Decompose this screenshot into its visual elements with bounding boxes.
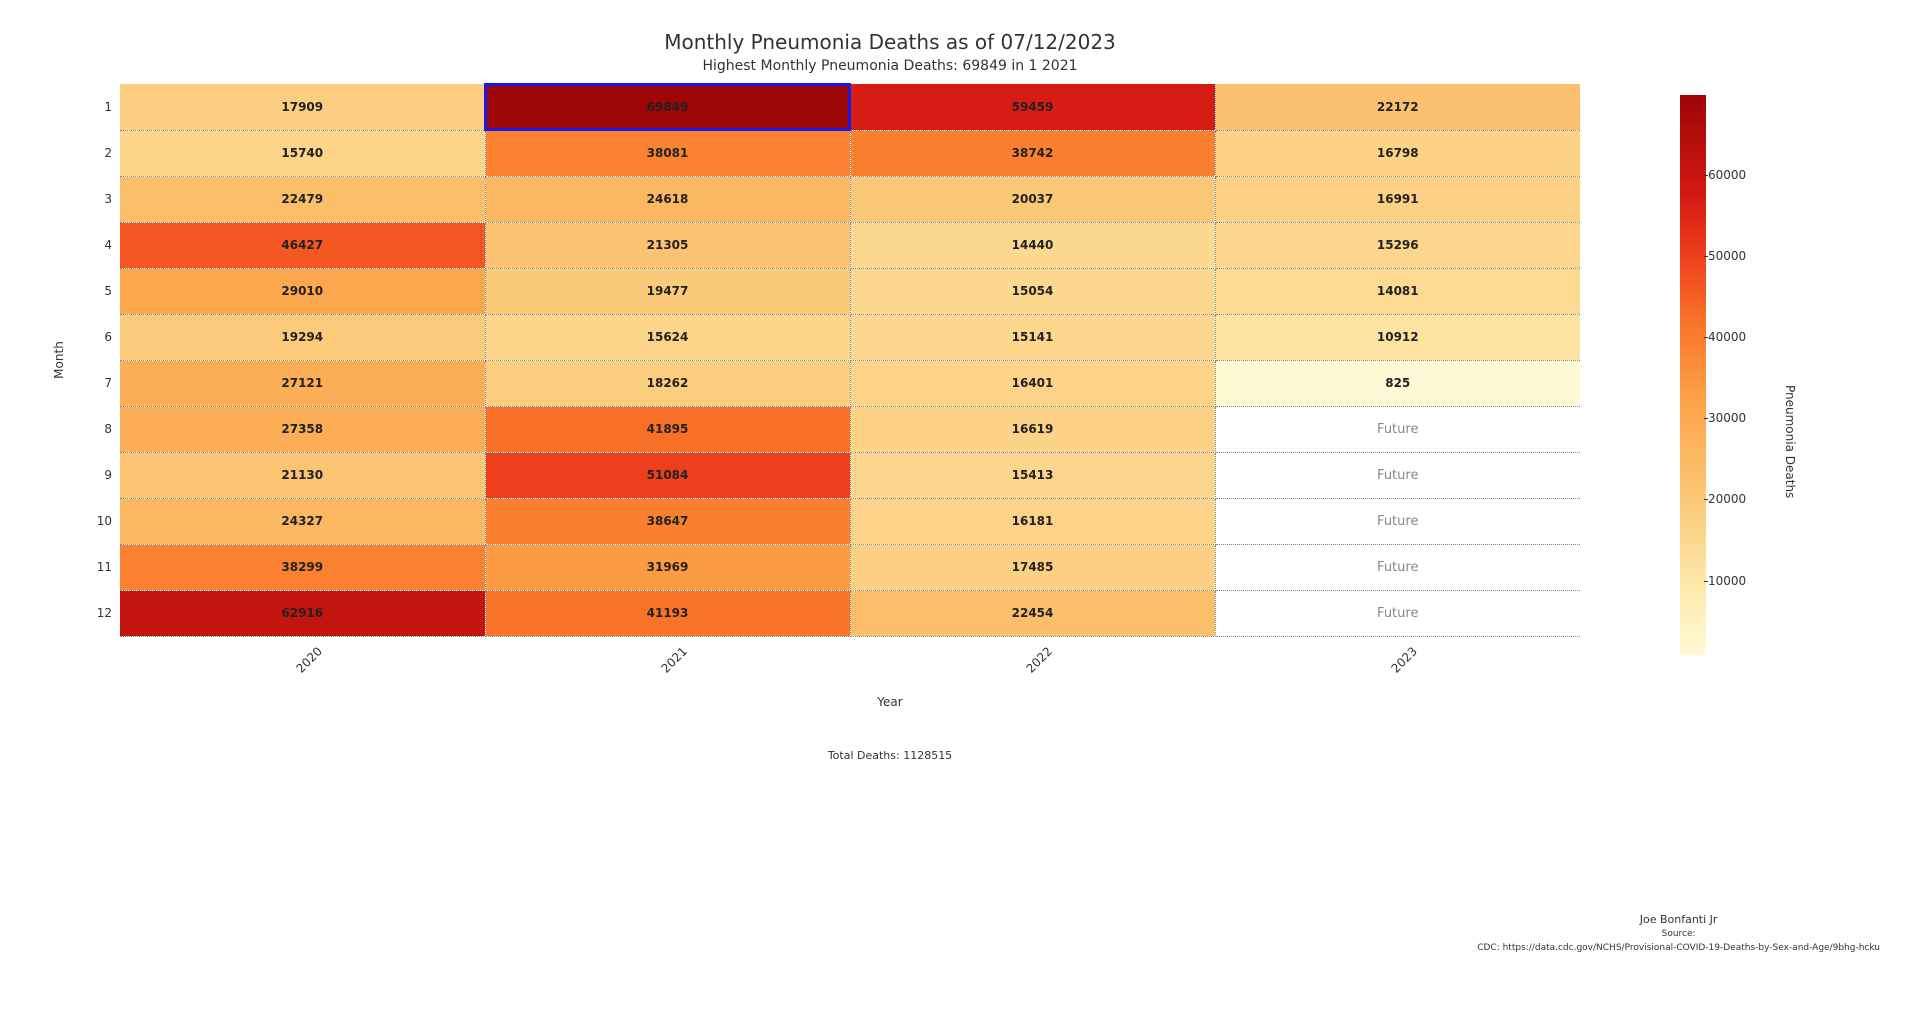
y-tick: 6	[90, 314, 120, 360]
heatmap-cell: 15413	[850, 452, 1215, 498]
colorbar-tick: 10000	[1708, 574, 1746, 588]
y-tick: 8	[90, 406, 120, 452]
heatmap-cell: 10912	[1215, 314, 1580, 360]
x-tick: 2023	[1388, 644, 1419, 675]
y-tick: 9	[90, 452, 120, 498]
heatmap-body: Month 1179096984959459221722157403808138…	[90, 84, 1690, 637]
x-axis-label: Year	[90, 695, 1690, 709]
source-text: CDC: https://data.cdc.gov/NCHS/Provision…	[1477, 942, 1880, 956]
heatmap-cell: 16401	[850, 360, 1215, 406]
total-deaths-label: Total Deaths: 1128515	[90, 749, 1690, 762]
colorbar-tick: 30000	[1708, 411, 1746, 425]
heatmap-cell: 21130	[120, 452, 485, 498]
heatmap-cell: 24618	[485, 176, 850, 222]
heatmap-cell: 15740	[120, 130, 485, 176]
colorbar-tick: 20000	[1708, 492, 1746, 506]
source-label: Source:	[1477, 928, 1880, 942]
heatmap-cell: 17909	[120, 84, 485, 130]
heatmap-cell: 27121	[120, 360, 485, 406]
y-tick: 11	[90, 544, 120, 590]
x-tick: 2021	[658, 644, 689, 675]
heatmap-cell: 15624	[485, 314, 850, 360]
heatmap-chart: Monthly Pneumonia Deaths as of 07/12/202…	[90, 30, 1690, 762]
heatmap-cell: 69849	[485, 84, 850, 130]
chart-title: Monthly Pneumonia Deaths as of 07/12/202…	[90, 30, 1690, 54]
x-tick: 2020	[293, 644, 324, 675]
heatmap-cell: 38299	[120, 544, 485, 590]
x-tick: 2022	[1023, 644, 1054, 675]
heatmap-cell: 51084	[485, 452, 850, 498]
heatmap-cell: 27358	[120, 406, 485, 452]
y-axis-label: Month	[52, 341, 66, 379]
heatmap-cell: 29010	[120, 268, 485, 314]
y-tick: 1	[90, 84, 120, 130]
author-name: Joe Bonfanti Jr	[1477, 912, 1880, 929]
y-tick: 5	[90, 268, 120, 314]
y-tick: 4	[90, 222, 120, 268]
heatmap-cell: 38742	[850, 130, 1215, 176]
attribution: Joe Bonfanti Jr Source: CDC: https://dat…	[1477, 912, 1880, 956]
heatmap-cell: 18262	[485, 360, 850, 406]
heatmap-cell: Future	[1215, 406, 1580, 452]
heatmap-cell: Future	[1215, 544, 1580, 590]
heatmap-cell: 15296	[1215, 222, 1580, 268]
colorbar-tick: 50000	[1708, 249, 1746, 263]
heatmap-cell: 22172	[1215, 84, 1580, 130]
colorbar-label: Pneumonia Deaths	[1783, 385, 1797, 498]
y-tick: 2	[90, 130, 120, 176]
heatmap-cell: 59459	[850, 84, 1215, 130]
heatmap-cell: 16991	[1215, 176, 1580, 222]
heatmap-cell: 41193	[485, 590, 850, 636]
heatmap-cell: 825	[1215, 360, 1580, 406]
heatmap-cell: 15054	[850, 268, 1215, 314]
heatmap-cell: 14440	[850, 222, 1215, 268]
heatmap-cell: 17485	[850, 544, 1215, 590]
colorbar-tick: 40000	[1708, 330, 1746, 344]
heatmap-cell: 16181	[850, 498, 1215, 544]
heatmap-cell: 19294	[120, 314, 485, 360]
heatmap-cell: 22479	[120, 176, 485, 222]
heatmap-cell: 38647	[485, 498, 850, 544]
heatmap-cell: 46427	[120, 222, 485, 268]
heatmap-cell: 14081	[1215, 268, 1580, 314]
heatmap-cell: 62916	[120, 590, 485, 636]
y-tick: 12	[90, 590, 120, 636]
heatmap-cell: 31969	[485, 544, 850, 590]
heatmap-cell: 24327	[120, 498, 485, 544]
heatmap-cell: 16619	[850, 406, 1215, 452]
heatmap-cell: 15141	[850, 314, 1215, 360]
heatmap-cell: 41895	[485, 406, 850, 452]
y-tick: 7	[90, 360, 120, 406]
heatmap-cell: 21305	[485, 222, 850, 268]
heatmap-cell: Future	[1215, 590, 1580, 636]
y-tick: 3	[90, 176, 120, 222]
heatmap-grid: 117909698495945922172 2157403808138742167…	[90, 84, 1580, 637]
heatmap-cell: 19477	[485, 268, 850, 314]
heatmap-cell: Future	[1215, 498, 1580, 544]
colorbar-gradient	[1680, 95, 1706, 655]
heatmap-cell: 20037	[850, 176, 1215, 222]
heatmap-cell: Future	[1215, 452, 1580, 498]
heatmap-cell: 22454	[850, 590, 1215, 636]
heatmap-cell: 38081	[485, 130, 850, 176]
colorbar-tick: 60000	[1708, 168, 1746, 182]
heatmap-cell: 16798	[1215, 130, 1580, 176]
colorbar: 10000 20000 30000 40000 50000 60000 Pneumonia…	[1680, 95, 1860, 675]
chart-subtitle: Highest Monthly Pneumonia Deaths: 69849 …	[90, 58, 1690, 74]
y-tick: 10	[90, 498, 120, 544]
x-axis-ticks: 2020 2021 2022 2023	[120, 645, 1580, 685]
